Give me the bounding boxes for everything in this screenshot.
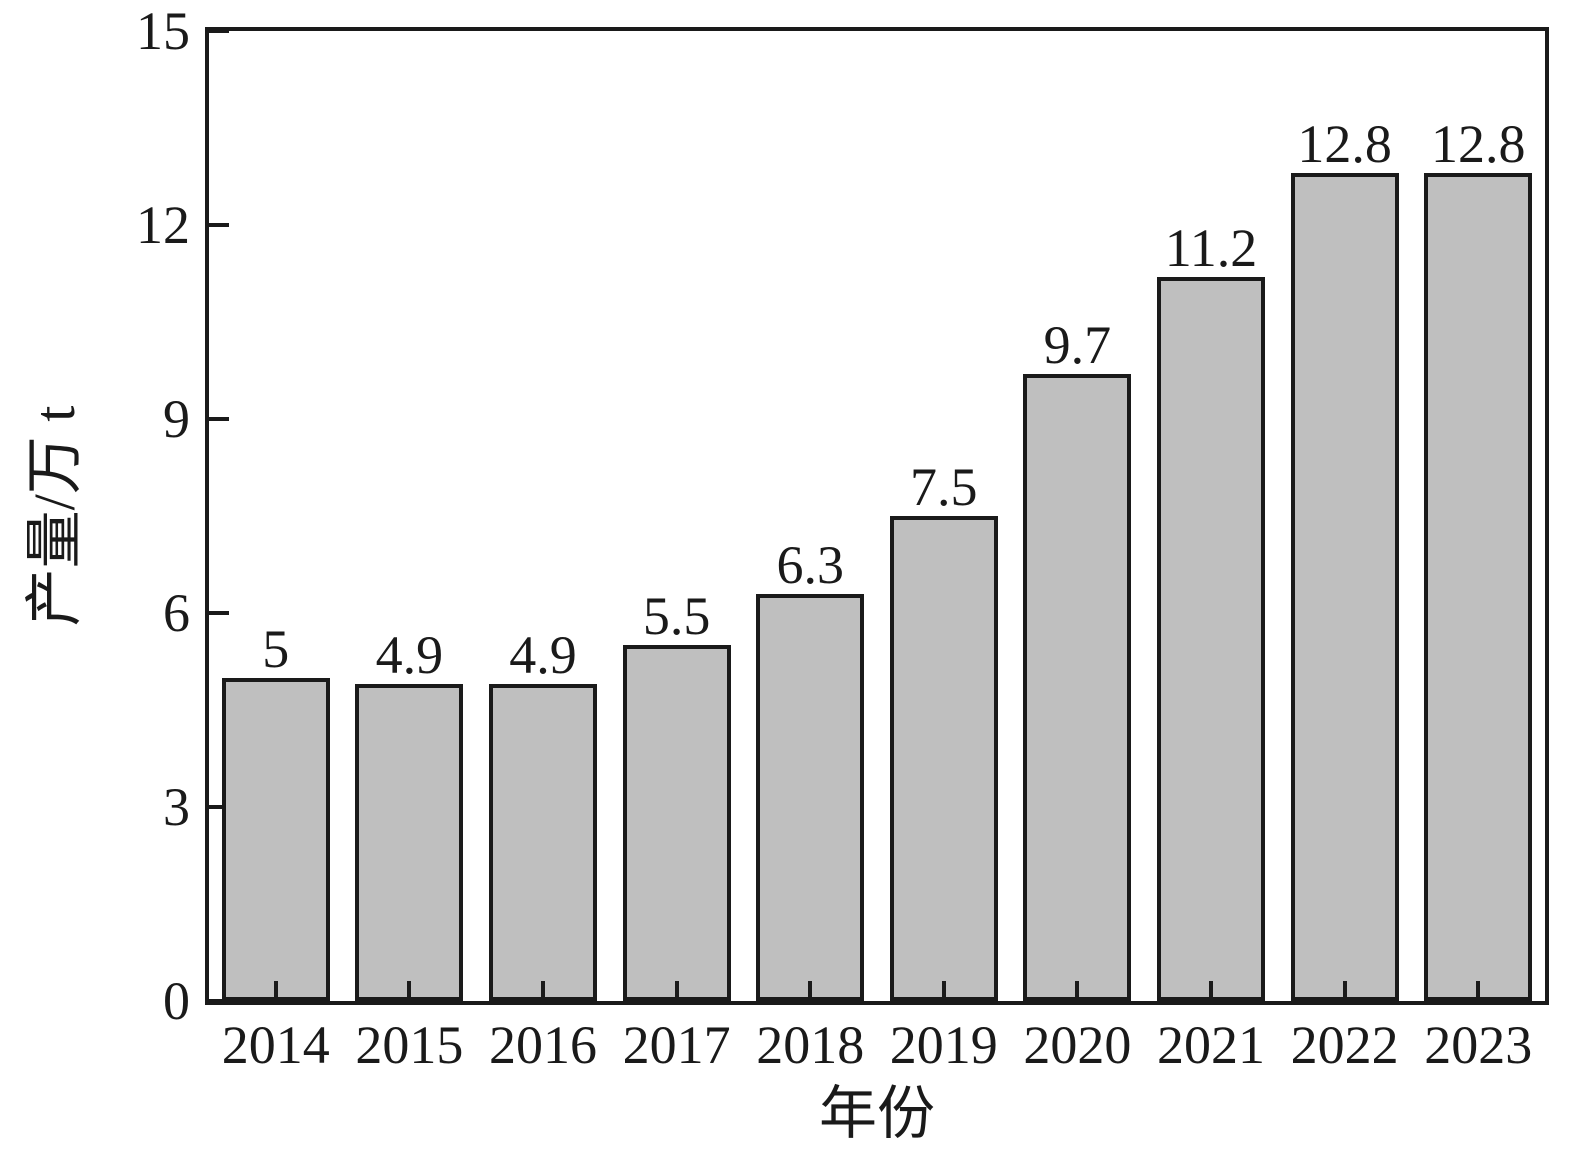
bar-value-label: 4.9 — [509, 625, 577, 686]
bar-value-label: 4.9 — [375, 625, 444, 686]
y-tick-label: 6 — [163, 583, 190, 643]
bar — [221, 677, 330, 1001]
bar-value-label: 7.5 — [910, 457, 978, 517]
x-tick-mark — [1342, 981, 1347, 1001]
y-tick-mark — [209, 611, 229, 615]
y-tick-mark — [209, 417, 229, 421]
y-tick-label: 15 — [136, 1, 190, 61]
bar-value-label: 9.7 — [1043, 314, 1112, 375]
bar-value-label: 6.3 — [776, 534, 844, 595]
y-tick-label: 0 — [163, 971, 190, 1031]
x-tick-mark — [1209, 981, 1213, 1001]
bar — [622, 645, 731, 1001]
bar — [889, 516, 998, 1001]
plot-area: 5 4.9 4.9 5.5 6.3 7.5 9.7 11.2 12.8 12.8 — [209, 29, 1545, 1003]
y-tick-label: 3 — [163, 777, 190, 837]
y-axis-title: 产量/万 t — [22, 405, 87, 627]
bar — [1023, 373, 1132, 1001]
y-tick-label: 12 — [136, 195, 190, 255]
y-tick-mark — [209, 223, 229, 227]
bar-value-label: 11.2 — [1164, 217, 1258, 278]
y-tick-label: 9 — [163, 389, 190, 449]
bar-value-label: 12.8 — [1297, 114, 1392, 175]
x-tick-mark — [1075, 981, 1080, 1001]
x-tick-label: 2021 — [1157, 1015, 1265, 1075]
y-tick-mark — [209, 29, 229, 33]
x-tick-label: 2014 — [221, 1015, 330, 1075]
x-axis-title: 年份 — [818, 1081, 936, 1146]
plot-box: 5 4.9 4.9 5.5 6.3 7.5 9.7 11.2 12.8 12.8 — [205, 27, 1549, 1005]
bar-value-label: 5.5 — [642, 586, 711, 647]
x-tick-mark — [941, 981, 946, 1001]
x-tick-label: 2018 — [756, 1015, 865, 1075]
bar-value-label: 5 — [262, 618, 290, 679]
bar — [756, 593, 865, 1001]
x-tick-label: 2023 — [1424, 1015, 1533, 1075]
x-tick-mark — [808, 981, 813, 1001]
x-tick-label: 2020 — [1023, 1015, 1132, 1075]
x-tick-label: 2016 — [489, 1015, 597, 1075]
bar — [1424, 173, 1533, 1001]
bar — [1157, 276, 1265, 1001]
x-tick-label: 2022 — [1290, 1015, 1399, 1075]
x-tick-label: 2019 — [889, 1015, 998, 1075]
bar — [355, 684, 464, 1001]
x-tick-mark — [674, 981, 679, 1001]
x-tick-label: 2015 — [355, 1015, 464, 1075]
x-tick-mark — [541, 981, 545, 1001]
x-tick-label: 2017 — [622, 1015, 731, 1075]
bar — [1290, 173, 1399, 1001]
y-tick-mark — [209, 805, 229, 809]
x-tick-mark — [407, 981, 412, 1001]
x-tick-mark — [1476, 981, 1481, 1001]
bar — [489, 684, 597, 1001]
bar-value-label: 12.8 — [1430, 114, 1526, 175]
x-tick-mark — [273, 981, 278, 1001]
y-tick-mark — [209, 999, 229, 1003]
